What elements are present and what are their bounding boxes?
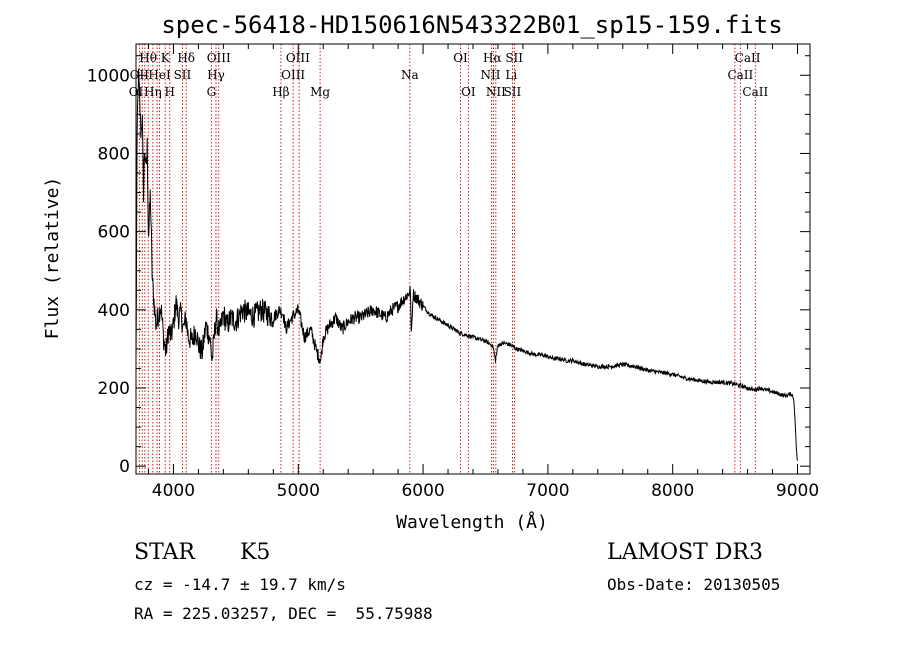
emission-line-label: OI (453, 51, 468, 65)
y-tick-label: 1000 (87, 66, 130, 86)
survey-name: LAMOST DR3 (607, 540, 763, 565)
object-subclass: K5 (240, 540, 271, 565)
emission-line-label: OIII (281, 68, 305, 82)
emission-line-label: K (161, 51, 171, 65)
emission-line-label: SII (504, 85, 522, 99)
y-tick-label: 600 (98, 223, 130, 243)
x-tick-label: 9000 (776, 481, 819, 501)
spectrum-line (135, 68, 798, 461)
emission-line-label: CaII (727, 68, 753, 82)
emission-line-label: SII (505, 51, 523, 65)
spectrum-chart: spec-56418-HD150616N543322B01_sp15-159.f… (42, 11, 819, 533)
plot-axes: 4000 5000 6000 7000 8000 9000 0 200 400 600 800 100… (87, 43, 819, 501)
x-axis-label: Wavelength (Å) (396, 511, 548, 533)
chart-title: spec-56418-HD150616N543322B01_sp15-159.f… (161, 11, 782, 39)
y-tick-label: 400 (98, 301, 130, 321)
plot-frame (135, 43, 811, 475)
y-tick-label: 800 (98, 144, 130, 164)
emission-line-label: Hα (483, 51, 502, 65)
emission-line-label: Mg (310, 85, 330, 99)
emission-line-label: Na (401, 68, 419, 82)
y-tick-label: 0 (119, 457, 130, 477)
emission-line-label: Hη (144, 85, 162, 99)
emission-line-label: Li (505, 68, 517, 82)
x-tick-label: 8000 (651, 481, 694, 501)
x-tick-label: 5000 (277, 481, 320, 501)
object-class: STAR (134, 540, 195, 565)
x-tick-label: 4000 (152, 481, 195, 501)
sky-coordinates: RA = 225.03257, DEC = 55.75988 (134, 604, 433, 623)
emission-line-label: G (207, 85, 217, 99)
emission-line-label: Hγ (207, 68, 225, 82)
emission-line-label: Hθ (139, 51, 157, 65)
x-tick-label: 6000 (401, 481, 444, 501)
emission-line-label: Hδ (177, 51, 195, 65)
emission-line-label: CaII (742, 85, 768, 99)
emission-line-label: SII (174, 68, 192, 82)
emission-line-label: HeI (148, 68, 171, 82)
observation-date: Obs-Date: 20130505 (607, 575, 781, 594)
y-axis-label: Flux (relative) (42, 177, 63, 340)
emission-line-label: OI (461, 85, 476, 99)
emission-line-label: H (164, 85, 174, 99)
emission-line-label: NII (486, 85, 506, 99)
emission-line-label: NII (480, 68, 500, 82)
y-tick-label: 200 (98, 379, 130, 399)
emission-line-label: CaII (735, 51, 761, 65)
redshift-readout: cz = -14.7 ± 19.7 km/s (134, 575, 346, 594)
emission-line-label: Hβ (272, 85, 289, 99)
emission-line-label: OIII (207, 51, 231, 65)
emission-line-label: OIII (286, 51, 310, 65)
emission-line-markers (138, 44, 756, 474)
x-tick-label: 7000 (526, 481, 569, 501)
